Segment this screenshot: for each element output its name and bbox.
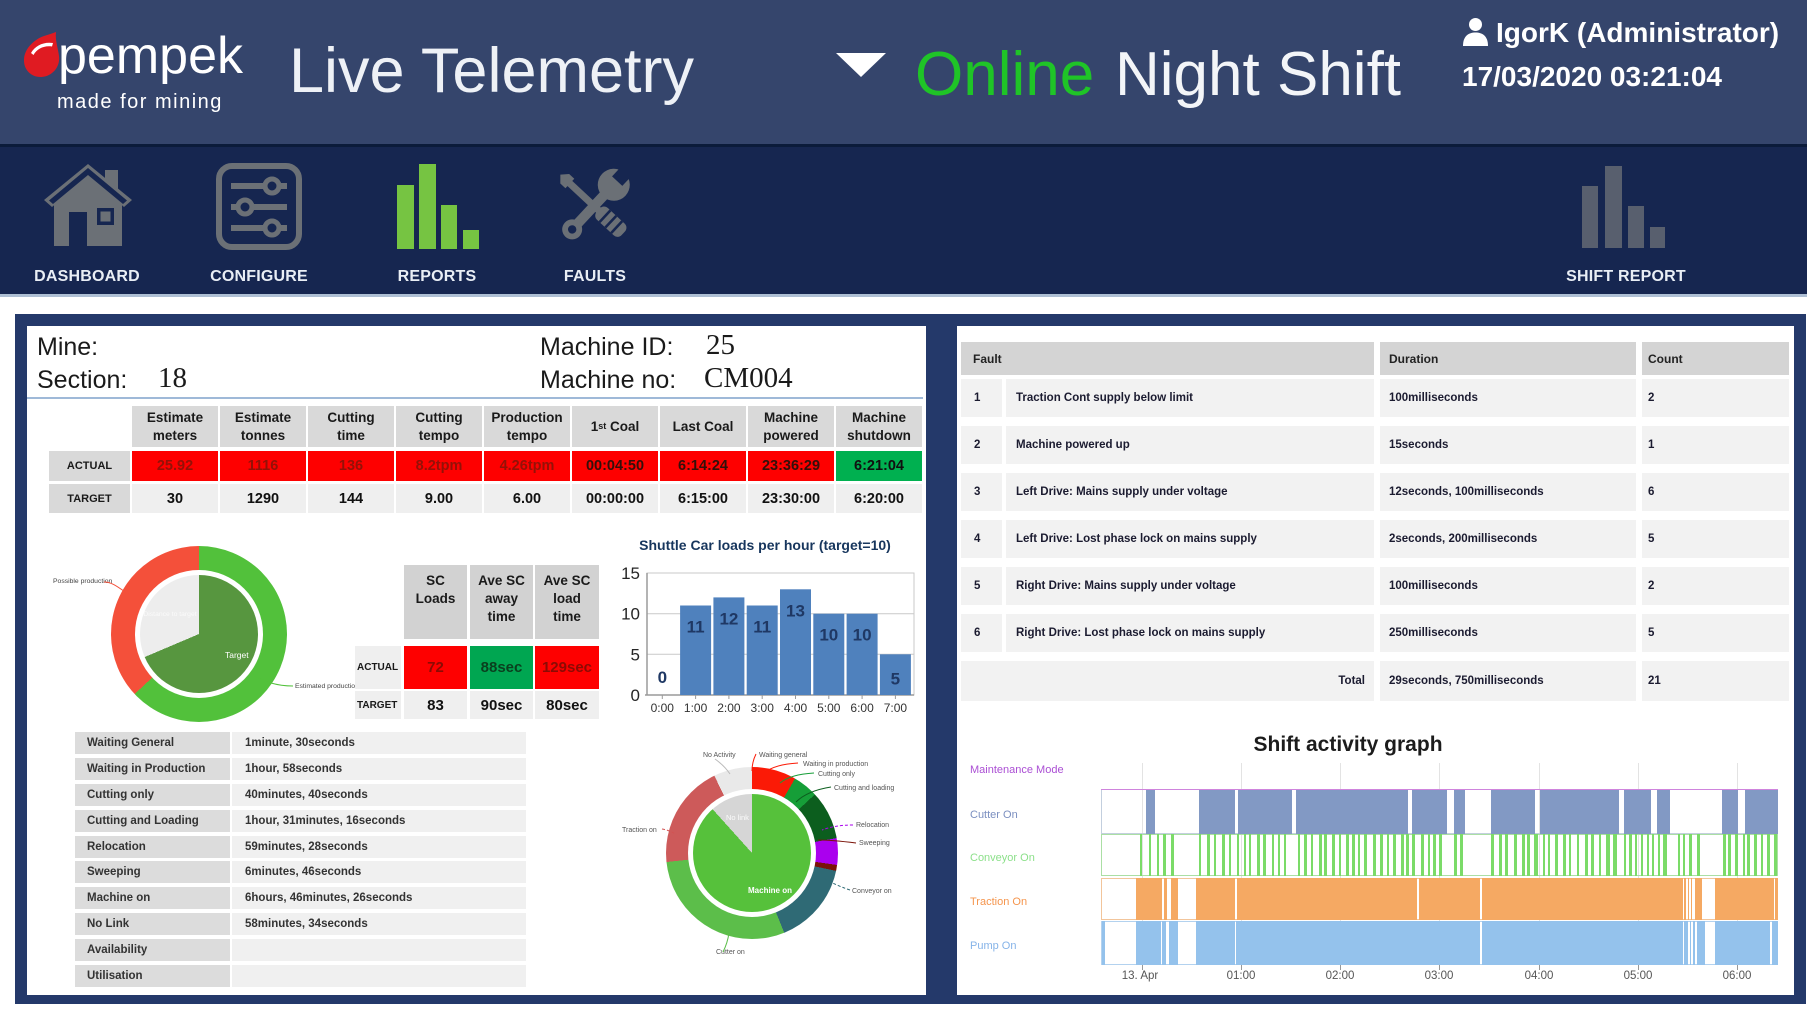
- svg-text:3:00: 3:00: [751, 701, 775, 715]
- svg-text:12: 12: [719, 609, 738, 628]
- svg-text:6:00: 6:00: [850, 701, 874, 715]
- svg-text:11: 11: [687, 618, 705, 637]
- svg-text:10: 10: [621, 605, 640, 624]
- svg-text:10: 10: [853, 626, 872, 645]
- svg-text:7:00: 7:00: [884, 701, 908, 715]
- svg-text:5:00: 5:00: [817, 701, 841, 715]
- svg-text:15: 15: [621, 564, 640, 583]
- svg-text:5: 5: [631, 645, 640, 664]
- svg-text:2:00: 2:00: [717, 701, 741, 715]
- svg-text:0: 0: [631, 686, 640, 705]
- svg-text:0:00: 0:00: [651, 701, 675, 715]
- svg-text:10: 10: [819, 626, 838, 645]
- svg-text:4:00: 4:00: [784, 701, 808, 715]
- svg-text:13: 13: [786, 601, 805, 620]
- svg-text:1:00: 1:00: [684, 701, 708, 715]
- svg-text:11: 11: [753, 618, 771, 637]
- svg-text:5: 5: [891, 669, 900, 688]
- svg-text:0: 0: [658, 668, 667, 687]
